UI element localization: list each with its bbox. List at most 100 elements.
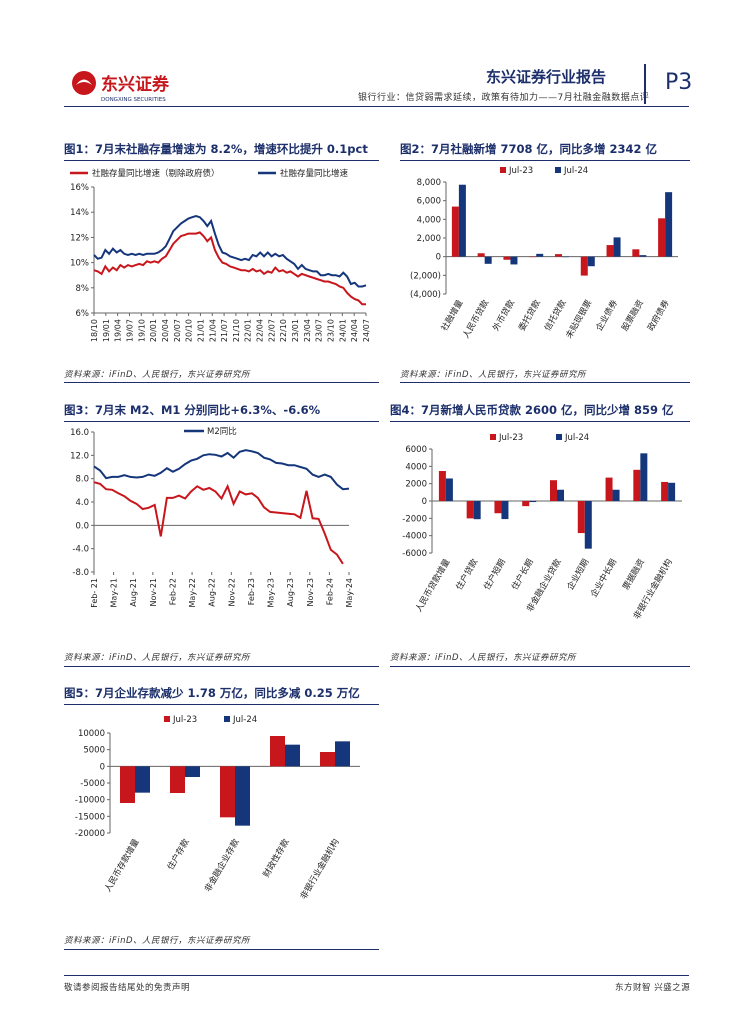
- x-tick-label: 21/10: [232, 319, 241, 342]
- y-tick-label: -2000: [402, 514, 427, 524]
- y-tick-label: -6000: [402, 549, 427, 559]
- fig3-bottom-rule: [64, 666, 379, 667]
- bar-Jul-24-8: [640, 453, 648, 501]
- y-tick-label: 0.0: [75, 521, 89, 531]
- y-tick-label: 2000: [405, 480, 427, 490]
- legend-label-2: Jul-24: [232, 715, 257, 725]
- x-tick-label: 24/07: [362, 319, 371, 342]
- y-tick-label: 0: [100, 762, 105, 772]
- logo-mark-icon: [72, 71, 96, 95]
- x-tick-label: 23/10: [327, 319, 336, 342]
- x-tick-label: Aug-23: [286, 578, 295, 607]
- fig4-title-rule: [390, 421, 690, 422]
- bar-Jul-23-2: [477, 253, 485, 257]
- fig1-title: 图1：7月末社融存量增速为 8.2%，增速环比提升 0.1pct: [64, 142, 368, 156]
- fig1-title-rule: [64, 160, 379, 161]
- bar-Jul-24-4: [536, 253, 544, 257]
- legend-label-m2: M2同比: [207, 426, 237, 437]
- fig3-chart: -8.0 -4.0 0.0 4.0 8.0 12.0 16.0 Feb- 21 May-21 Au…: [70, 426, 354, 608]
- bar-Jul-23-6: [577, 501, 585, 534]
- y-tick-label: 12.0: [70, 451, 89, 461]
- category-label: 企业短期: [565, 557, 592, 592]
- legend-swatch-1: [500, 167, 506, 173]
- bar-Jul-23-3: [494, 501, 502, 514]
- bar-Jul-24-4: [285, 744, 300, 767]
- y-tick-label: 10000: [78, 729, 105, 739]
- fig5-title-rule: [64, 704, 379, 705]
- y-tick-label: (4,000): [410, 290, 441, 300]
- bar-Jul-23-5: [550, 480, 557, 501]
- x-tick-label: 20/04: [161, 319, 170, 342]
- bar-Jul-23-4: [522, 501, 530, 507]
- fig5-source: 资料来源：iFinD、人民银行，东兴证券研究所: [64, 936, 251, 946]
- category-label: 政府债券: [645, 298, 672, 333]
- bar-Jul-23-6: [580, 256, 588, 276]
- x-tick-label: Feb-24: [325, 578, 334, 605]
- legend-label-2: Jul-24: [563, 166, 588, 176]
- fig2-title-rule: [400, 160, 690, 161]
- fig4-title: 图4：7月新增人民币贷款 2600 亿，同比少增 859 亿: [390, 403, 674, 417]
- category-label: 企业债券: [594, 298, 621, 333]
- y-tick-label: 4,000: [417, 215, 441, 225]
- y-tick-label: 14%: [70, 208, 89, 218]
- report-subtitle: 银行行业：信贷弱需求延续，政策有待加力——7月社融金融数据点评: [358, 93, 650, 103]
- bar-Jul-24-2: [185, 766, 200, 777]
- legend-label-1: Jul-23: [508, 166, 533, 176]
- bar-Jul-24-8: [639, 255, 647, 257]
- header-rule: [64, 106, 689, 107]
- y-tick-label: 16%: [70, 183, 89, 193]
- category-label: 住户短期: [482, 557, 509, 592]
- series-line-2: [93, 481, 344, 565]
- bar-Jul-23-5: [320, 752, 335, 767]
- y-tick-label: 6%: [76, 309, 90, 319]
- y-tick-label: (2,000): [410, 271, 441, 281]
- bar-Jul-23-1: [451, 206, 459, 257]
- x-tick-label: May-21: [110, 578, 119, 607]
- legend-swatch-2: [555, 167, 561, 173]
- logo-text-cn: 东兴证券: [101, 74, 170, 95]
- x-tick-label: May-22: [188, 578, 197, 607]
- bar-Jul-24-3: [501, 501, 509, 520]
- category-label: 外币贷款: [491, 298, 518, 333]
- bar-Jul-24-1: [458, 184, 466, 257]
- fig4-chart: -6000-4000-20000200040006000人民币贷款增量 住户贷款住…: [402, 433, 682, 621]
- legend-swatch-2: [556, 434, 562, 440]
- x-tick-label: Nov-23: [306, 578, 315, 606]
- legend-swatch-2: [224, 716, 230, 722]
- y-tick-label: -8.0: [72, 568, 89, 578]
- y-tick-label: -4.0: [72, 545, 89, 555]
- bar-Jul-24-7: [612, 489, 620, 501]
- x-tick-label: 22/07: [267, 319, 276, 342]
- bar-Jul-24-4: [529, 501, 537, 503]
- y-tick-label: 5000: [83, 746, 105, 756]
- x-tick-label: 20/01: [149, 319, 158, 342]
- y-tick-label: 10%: [70, 259, 89, 269]
- bar-Jul-24-2: [484, 256, 492, 264]
- bar-Jul-24-1: [135, 766, 150, 793]
- dongxing-logo: 东兴证券 DONGXING SECURITIES: [72, 71, 170, 103]
- category-label: 企业中长期: [588, 557, 619, 599]
- x-tick-label: 19/10: [137, 319, 146, 342]
- y-tick-label: 0: [422, 497, 427, 507]
- x-tick-label: 22/04: [256, 319, 265, 342]
- x-tick-label: Feb-22: [168, 578, 177, 605]
- fig2-chart: (4,000)(2,000)02,0004,0006,0008,000社融增量人…: [410, 166, 678, 340]
- bar-Jul-23-7: [605, 477, 613, 501]
- y-tick-label: 16.0: [70, 428, 89, 438]
- y-tick-label: -4000: [402, 532, 427, 542]
- x-tick-label: May-24: [345, 578, 354, 607]
- fig2-source: 资料来源：iFinD、人民银行，东兴证券研究所: [400, 370, 587, 380]
- bar-Jul-24-6: [587, 256, 595, 267]
- series-line-1: [93, 231, 366, 306]
- category-label: 住户贷款: [454, 557, 481, 592]
- y-tick-label: 0: [436, 253, 441, 263]
- footer-disclaimer: 敬请参阅报告结尾处的免责声明: [64, 983, 191, 993]
- fig3-title-rule: [64, 421, 379, 422]
- bar-Jul-23-2: [466, 501, 474, 519]
- fig1-source: 资料来源：iFinD、人民银行，东兴证券研究所: [64, 370, 251, 380]
- fig2-title: 图2：7月社融新增 7708 亿，同比多增 2342 亿: [400, 142, 658, 156]
- category-label: 股票融资: [619, 298, 646, 333]
- x-tick-label: May-23: [267, 578, 276, 607]
- x-tick-label: 19/07: [125, 319, 134, 342]
- bar-Jul-23-1: [120, 766, 135, 803]
